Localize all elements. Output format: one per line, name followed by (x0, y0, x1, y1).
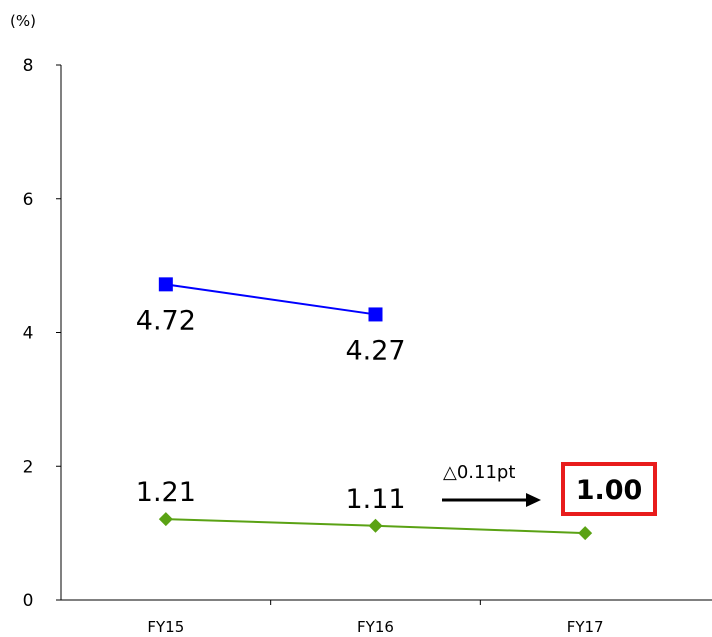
series-0-point (368, 307, 383, 322)
highlight-value: 1.00 (576, 475, 643, 506)
change-annotation-text: △0.11pt (443, 462, 515, 483)
y-tick-label: 2 (23, 457, 34, 477)
series-0-data-label: 4.27 (345, 335, 405, 366)
y-tick-label: 8 (23, 56, 34, 76)
series-1-data-label: 1.21 (136, 477, 196, 508)
series-0-point (158, 277, 173, 292)
highlight-box (561, 462, 657, 516)
x-tick-label: FY15 (147, 618, 184, 636)
series-group (158, 277, 593, 541)
x-tick-labels: FY15 FY16 FY17 (147, 618, 603, 636)
annotation: △0.11pt 1.00 (442, 462, 657, 516)
y-tick-labels: 0 2 4 6 8 (23, 56, 34, 611)
y-tick-label: 4 (23, 324, 34, 344)
y-tick-label: 6 (23, 190, 34, 210)
series-0-data-label: 4.72 (136, 305, 196, 336)
series-1-point (158, 512, 173, 527)
change-arrow-head (526, 493, 541, 507)
x-tick-label: FY17 (567, 618, 604, 636)
y-unit-label: (%) (10, 12, 36, 30)
series-1-point (578, 526, 593, 541)
axes (56, 64, 712, 605)
series-1-point (368, 518, 383, 533)
x-tick-label: FY16 (357, 618, 394, 636)
data-labels: 4.72 4.27 1.21 1.11 (136, 305, 406, 514)
y-tick-label: 0 (23, 591, 34, 611)
series-0-line (165, 283, 376, 316)
series-1-data-label: 1.11 (345, 484, 405, 515)
